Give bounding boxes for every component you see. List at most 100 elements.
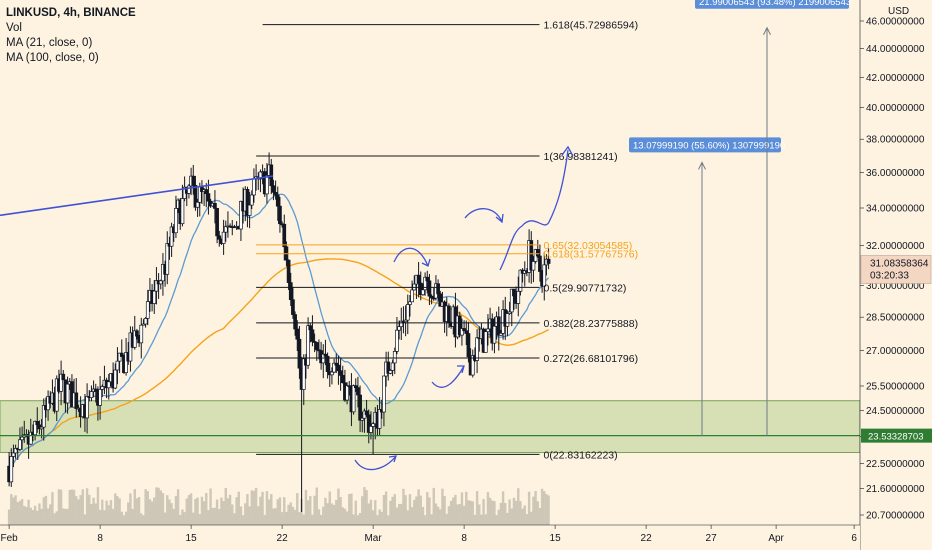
volume-bar bbox=[116, 496, 119, 525]
candle bbox=[395, 329, 399, 352]
volume-bar bbox=[103, 510, 106, 525]
projection-curve bbox=[393, 247, 429, 267]
volume-bar bbox=[393, 494, 396, 525]
volume-bar bbox=[257, 506, 260, 525]
volume-bar bbox=[436, 506, 440, 525]
volume-bar bbox=[514, 500, 518, 525]
time-tick-label: 6 bbox=[851, 533, 857, 544]
ma100-indicator-label[interactable]: MA (100, close, 0) bbox=[6, 52, 99, 64]
volume-bar bbox=[174, 496, 178, 525]
candle bbox=[271, 185, 276, 193]
volume-bar bbox=[88, 494, 91, 525]
volume-bar bbox=[226, 498, 230, 525]
volume-bar bbox=[499, 502, 503, 525]
candle bbox=[382, 375, 386, 413]
price-tick-label: 22.50000000 bbox=[866, 459, 925, 470]
volume-bar bbox=[404, 495, 407, 525]
volume-bar bbox=[465, 491, 468, 525]
candle bbox=[20, 436, 24, 441]
volume-bar bbox=[166, 495, 169, 525]
volume-bar bbox=[504, 502, 507, 525]
candle bbox=[486, 328, 490, 332]
candle bbox=[215, 208, 219, 237]
trendline[interactable] bbox=[0, 175, 274, 217]
volume-bar bbox=[276, 499, 279, 525]
volume-bar bbox=[501, 491, 505, 525]
volume-bar bbox=[443, 496, 446, 525]
volume-bar bbox=[326, 503, 329, 525]
candle bbox=[470, 355, 475, 376]
volume-bar bbox=[168, 499, 171, 525]
volume-bar bbox=[75, 496, 78, 525]
support-zone bbox=[0, 400, 861, 454]
candle bbox=[187, 185, 191, 194]
candle bbox=[93, 388, 98, 392]
volume-bar bbox=[146, 491, 149, 525]
volume-bar bbox=[361, 496, 364, 525]
volume-bar bbox=[486, 492, 490, 525]
candle bbox=[464, 330, 469, 334]
volume-indicator-label[interactable]: Vol bbox=[6, 22, 22, 34]
candle bbox=[364, 410, 369, 416]
candle bbox=[106, 381, 111, 389]
candle bbox=[542, 264, 547, 287]
volume-bar bbox=[189, 493, 193, 525]
volume-bar bbox=[81, 489, 84, 525]
support-price-label: 23.53328703 bbox=[868, 432, 923, 443]
candle bbox=[312, 341, 317, 343]
candle bbox=[28, 431, 33, 445]
volume-bar bbox=[172, 508, 175, 525]
volume-bar bbox=[218, 509, 221, 525]
volume-bar bbox=[18, 500, 22, 525]
support-price-badge bbox=[861, 428, 932, 443]
candle bbox=[496, 316, 501, 336]
volume-bar bbox=[506, 512, 509, 525]
candle bbox=[462, 328, 466, 332]
candle bbox=[323, 353, 328, 357]
volume-bar bbox=[298, 512, 301, 525]
volume-bar bbox=[231, 504, 234, 525]
candle bbox=[119, 352, 124, 357]
candle bbox=[89, 391, 94, 398]
volume-bar bbox=[46, 508, 50, 525]
candle bbox=[457, 315, 462, 336]
candle bbox=[403, 319, 408, 323]
volume-bar bbox=[131, 508, 134, 525]
candle bbox=[425, 276, 430, 282]
candle bbox=[358, 394, 362, 421]
last-price-badge bbox=[860, 255, 932, 284]
candle bbox=[169, 226, 174, 247]
candle bbox=[195, 201, 200, 208]
volume-bar bbox=[348, 493, 351, 525]
candle bbox=[115, 360, 120, 371]
candle bbox=[13, 448, 18, 454]
volume-bar bbox=[475, 491, 479, 525]
measure-label-box[interactable] bbox=[695, 0, 849, 9]
time-tick-label: 27 bbox=[706, 533, 718, 544]
volume-bar bbox=[397, 503, 401, 525]
measure-label: 13.07999190 (55.60%) 1307999190 bbox=[633, 140, 785, 151]
volume-bar bbox=[14, 495, 17, 525]
volume-bar bbox=[107, 505, 110, 525]
volume-bar bbox=[198, 513, 201, 525]
candle bbox=[399, 320, 404, 328]
candle bbox=[39, 426, 44, 430]
candle bbox=[278, 205, 282, 225]
measure-label-box[interactable] bbox=[629, 137, 781, 153]
volume-bar bbox=[259, 496, 262, 525]
candle bbox=[158, 280, 163, 285]
candle bbox=[310, 329, 315, 342]
candle-countdown: 03:20:33 bbox=[870, 270, 909, 281]
candle bbox=[35, 421, 40, 426]
ma21-indicator-label[interactable]: MA (21, close, 0) bbox=[6, 37, 93, 49]
volume-bar bbox=[400, 503, 403, 525]
volume-bar bbox=[183, 512, 186, 525]
volume-bar bbox=[274, 508, 277, 525]
volume-bar bbox=[105, 500, 108, 525]
candle bbox=[74, 392, 79, 410]
candle bbox=[100, 386, 105, 390]
volume-bar bbox=[488, 497, 492, 525]
time-axis[interactable] bbox=[0, 525, 860, 550]
fib-retracement[interactable]: 1.618(45.72986594) 1(36.98381241) 0.65(32.… bbox=[256, 20, 638, 462]
